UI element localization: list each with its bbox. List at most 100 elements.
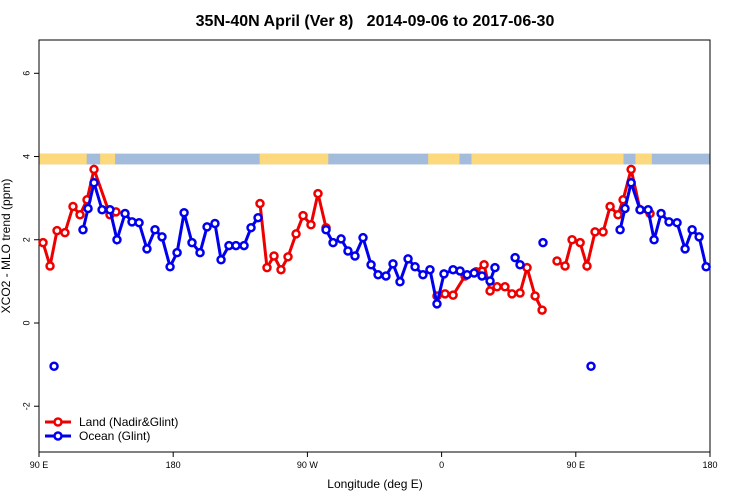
data-point: [626, 164, 636, 175]
land-band: [428, 153, 460, 165]
data-point: [105, 205, 115, 215]
data-point: [366, 259, 376, 270]
data-point: [291, 229, 301, 239]
series-line: [618, 177, 708, 268]
ocean-band: [39, 153, 710, 165]
data-point: [613, 210, 623, 220]
data-point: [418, 269, 428, 280]
y-tick-label: 6: [21, 71, 31, 76]
data-point: [701, 262, 711, 272]
land-band: [471, 153, 624, 165]
data-point: [664, 217, 674, 227]
y-tick-label: 2: [21, 237, 31, 242]
data-point: [120, 208, 130, 219]
land-band: [635, 153, 652, 165]
data-point: [38, 237, 48, 248]
data-point: [515, 259, 525, 270]
data-point: [439, 269, 449, 279]
data-point: [492, 282, 502, 292]
data-point: [52, 225, 62, 236]
series-line: [556, 169, 651, 272]
land-band: [259, 153, 329, 165]
data-point: [231, 240, 241, 251]
data-point: [500, 282, 510, 292]
data-point: [313, 188, 323, 199]
data-point: [432, 299, 442, 309]
data-point: [537, 305, 547, 315]
data-point: [239, 240, 249, 251]
data-point: [552, 256, 562, 266]
data-point: [649, 235, 659, 245]
data-point: [253, 212, 263, 223]
data-point: [598, 227, 608, 237]
data-point: [358, 232, 368, 243]
data-point: [410, 262, 420, 272]
legend-label: Land (Nadir&Glint): [79, 415, 178, 429]
data-point: [89, 177, 99, 188]
data-point: [216, 254, 226, 265]
data-point: [283, 252, 293, 262]
data-point: [187, 237, 197, 248]
x-tick-label: 90 E: [30, 460, 49, 470]
data-point: [586, 361, 596, 372]
data-point: [134, 217, 144, 228]
series-line: [81, 176, 260, 272]
data-point: [210, 218, 220, 229]
data-point: [328, 237, 338, 248]
x-axis-label: Longitude (deg E): [327, 477, 422, 491]
data-point: [626, 177, 636, 188]
data-point: [165, 262, 175, 272]
data-point: [269, 251, 279, 261]
data-point: [620, 203, 630, 214]
legend-marker: [53, 417, 63, 427]
data-point: [336, 234, 346, 244]
x-tick-label: 180: [702, 460, 717, 470]
data-point: [112, 235, 122, 245]
data-point: [694, 232, 704, 242]
data-point: [510, 252, 520, 263]
data-point: [575, 237, 585, 248]
data-point: [321, 225, 331, 235]
data-point: [507, 289, 517, 299]
data-point: [83, 203, 93, 214]
y-tick-label: -2: [21, 402, 31, 410]
data-point: [643, 205, 653, 215]
data-point: [150, 225, 160, 235]
data-point: [479, 259, 489, 270]
data-point: [276, 264, 286, 275]
y-tick-label: 0: [21, 320, 31, 325]
data-point: [469, 268, 479, 278]
data-point: [687, 225, 697, 235]
data-point: [615, 225, 625, 235]
y-axis-label: XCO2 - MLO trend (ppm): [0, 179, 13, 314]
data-point: [373, 269, 383, 280]
data-point: [515, 288, 525, 298]
series-line: [258, 193, 328, 273]
data-point: [477, 271, 487, 281]
legend-marker: [53, 431, 63, 441]
data-point: [179, 207, 189, 218]
data-point: [157, 232, 167, 242]
data-point: [75, 210, 85, 220]
data-point: [255, 198, 265, 209]
data-point: [680, 244, 690, 254]
y-tick-label: 4: [21, 154, 31, 159]
data-point: [142, 244, 152, 254]
legend-label: Ocean (Glint): [79, 429, 150, 443]
data-point: [485, 276, 495, 286]
data-point: [567, 235, 577, 245]
x-tick-label: 90 W: [297, 460, 319, 470]
data-point: [425, 264, 435, 275]
x-tick-label: 180: [166, 460, 181, 470]
data-point: [490, 262, 500, 273]
data-point: [60, 227, 70, 238]
plot-frame: [38, 39, 711, 453]
data-point: [172, 247, 182, 258]
data-point: [485, 286, 495, 296]
data-point: [448, 290, 458, 300]
data-point: [306, 220, 316, 230]
data-point: [298, 210, 308, 221]
data-point: [560, 261, 570, 271]
chart-title: 35N-40N April (Ver 8) 2014-09-06 to 2017…: [196, 13, 555, 30]
land-band: [39, 153, 87, 165]
